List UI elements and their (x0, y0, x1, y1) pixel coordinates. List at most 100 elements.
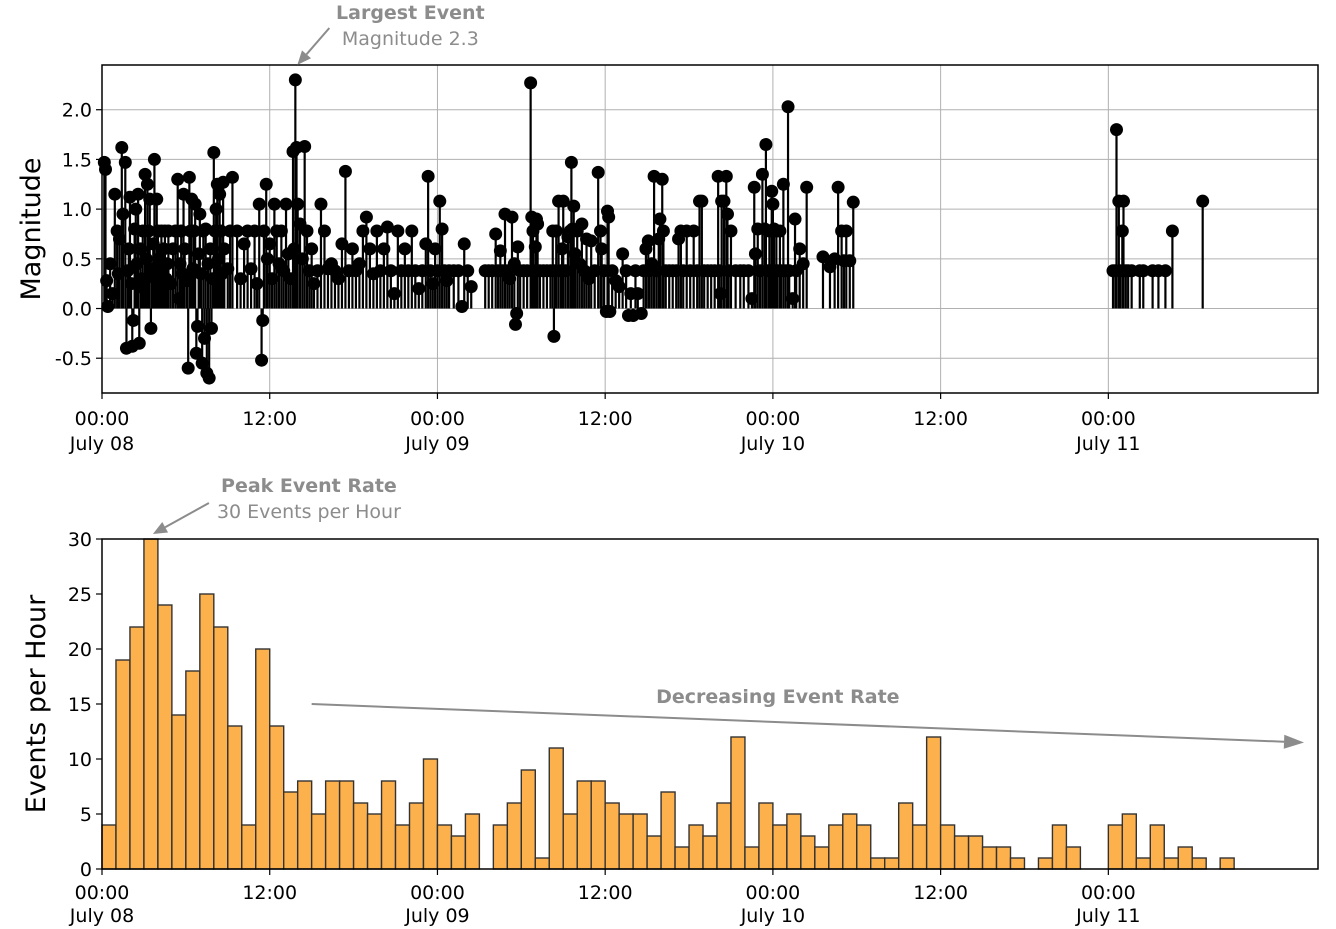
event-marker (207, 145, 221, 159)
event-rate-bar (1219, 857, 1235, 870)
event-marker (781, 100, 795, 114)
event-marker (150, 192, 164, 206)
event-marker (257, 224, 271, 238)
event-marker (129, 202, 143, 216)
event-marker (741, 264, 755, 278)
event-rate-x-tick-time: 00:00 (1081, 882, 1136, 904)
event-marker (594, 224, 608, 238)
event-marker (105, 287, 119, 301)
event-marker (405, 224, 419, 238)
event-marker (528, 240, 542, 254)
event-marker (391, 224, 405, 238)
magnitude-y-ticks: -0.5 0.0 0.5 1.0 1.5 2.0 (55, 100, 102, 370)
event-rate-bar (870, 857, 886, 870)
event-marker (131, 187, 145, 201)
event-rate-bar (576, 780, 592, 870)
event-rate-x-tick-time: 00:00 (746, 882, 801, 904)
event-rate-bar (1191, 857, 1207, 870)
event-marker (493, 244, 507, 258)
event-rate-bar (814, 846, 830, 870)
decreasing-rate-arrow (311, 703, 1285, 743)
event-marker (263, 237, 277, 251)
event-rate-bar (911, 824, 928, 870)
event-marker (147, 152, 161, 166)
largest-event-title: Largest Event (336, 2, 485, 24)
event-marker (256, 313, 270, 327)
magnitude-x-tick-time: 00:00 (75, 408, 130, 430)
event-marker (211, 252, 225, 266)
event-rate-bar (1149, 824, 1165, 870)
event-marker (765, 184, 779, 198)
event-marker (331, 272, 345, 286)
event-marker (126, 313, 140, 327)
magnitude-x-tick-date: July 09 (404, 433, 469, 455)
event-rate-y-ticks: 0 5 10 15 20 25 30 (68, 529, 102, 881)
event-marker (649, 264, 663, 278)
event-marker (748, 247, 762, 261)
event-marker (720, 207, 734, 221)
event-rate-x-tick-time: 12:00 (913, 882, 968, 904)
event-rate-bar (534, 857, 550, 870)
event-marker (284, 272, 298, 286)
event-rate-x-tick-date: July 08 (69, 905, 134, 927)
event-rate-bar (772, 824, 788, 870)
event-marker (203, 242, 217, 256)
event-marker (164, 277, 178, 291)
event-marker (194, 267, 208, 281)
event-marker (619, 264, 633, 278)
event-marker (1158, 264, 1172, 278)
event-marker (505, 210, 519, 224)
event-rate-bar (842, 813, 858, 870)
largest-event-annotation: Largest Event Magnitude 2.3 (297, 2, 485, 65)
event-marker (839, 224, 853, 238)
event-marker (153, 282, 167, 296)
event-marker (146, 237, 160, 251)
event-rate-bar (199, 593, 215, 870)
event-rate-y-tick-label: 5 (80, 804, 92, 826)
event-marker (695, 194, 709, 208)
event-marker (201, 257, 215, 271)
event-marker (655, 172, 669, 186)
event-rate-y-tick-label: 10 (68, 749, 92, 771)
event-marker (602, 210, 616, 224)
event-marker (103, 257, 117, 271)
event-marker (248, 224, 262, 238)
event-marker (202, 371, 216, 385)
event-marker (616, 247, 630, 261)
event-marker (279, 197, 293, 211)
magnitude-x-tick-date: July 10 (740, 433, 805, 455)
event-marker (300, 224, 314, 238)
event-marker (503, 272, 517, 286)
event-rate-x-tick-date: July 10 (740, 905, 805, 927)
event-marker (255, 353, 269, 367)
event-marker (843, 254, 857, 268)
event-marker (440, 274, 454, 288)
event-marker (773, 224, 787, 238)
event-marker (1116, 194, 1130, 208)
event-rate-x-tick-time: 00:00 (75, 882, 130, 904)
event-marker (173, 257, 187, 271)
event-rate-bar (967, 835, 984, 870)
event-marker (1165, 224, 1179, 238)
event-rate-bar (632, 813, 648, 870)
event-marker (338, 164, 352, 178)
event-rate-bar (786, 813, 802, 870)
event-marker (267, 197, 281, 211)
event-rate-bar (618, 813, 634, 870)
event-marker (524, 76, 538, 90)
event-rate-bar (227, 725, 243, 870)
event-rate-bar (758, 802, 774, 870)
peak-rate-arrow (164, 502, 210, 529)
event-rate-bar (995, 846, 1012, 870)
peak-rate-annotation: Peak Event Rate 30 Events per Hour (152, 475, 401, 534)
event-marker (307, 277, 321, 291)
event-rate-bar (856, 824, 872, 870)
event-marker (237, 237, 251, 251)
event-marker (116, 207, 130, 221)
event-rate-bar (520, 769, 536, 870)
event-marker (356, 224, 370, 238)
event-marker (793, 242, 807, 256)
event-rate-x-tick-time: 12:00 (242, 882, 297, 904)
event-marker (122, 242, 136, 256)
